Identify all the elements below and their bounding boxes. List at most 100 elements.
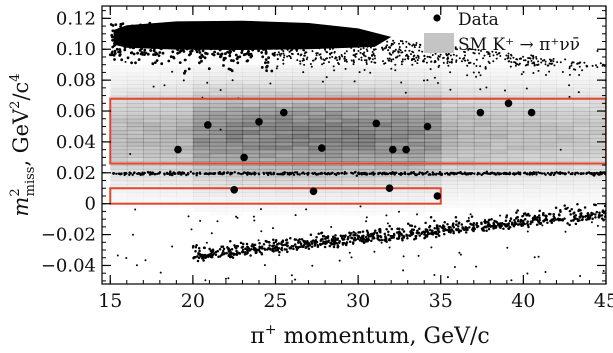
background-event-point [469,48,472,51]
sm-density-cell [457,83,475,89]
background-event-point [144,51,148,55]
background-event-point [119,22,123,26]
background-event-point [466,74,469,77]
sm-density-cell [176,184,194,189]
sm-density-cell [407,118,425,124]
sm-density-cell [275,87,293,93]
sm-density-cell [159,157,177,162]
k2pi-band-point [496,171,499,175]
sparse-background-point [578,74,581,76]
sm-density-cell [374,165,392,170]
lower-tail-point [493,224,496,227]
sm-density-cell [539,126,558,131]
background-event-point [265,64,269,68]
lower-tail-point [455,219,458,223]
k2pi-band-point [597,173,601,176]
sm-density-cell [473,149,491,155]
sm-density-cell [341,126,359,131]
sm-density-cell [506,141,524,147]
background-event-point [450,61,453,64]
background-event-point [407,55,410,58]
sm-density-cell [225,195,244,201]
background-event-point [371,51,374,53]
lower-tail-point [313,241,316,244]
lower-tail-point [304,245,308,249]
k2pi-band-point [182,172,185,175]
sm-density-cell [258,72,277,77]
lower-tail-point [410,224,414,228]
sm-density-cell [341,157,359,162]
sm-density-cell [242,134,260,139]
sm-density-cell [209,176,227,182]
k2pi-band-point [371,171,374,174]
sm-density-cell [242,192,260,197]
background-event-point [488,62,491,65]
background-event-point [326,51,329,54]
lower-tail-point [255,251,258,254]
k2pi-band-point [538,171,542,175]
lower-tail-point [464,231,468,234]
background-event-point [510,61,513,64]
lower-tail-point [348,240,352,244]
sm-density-cell [391,130,409,135]
lower-tail-point [480,227,484,231]
lower-tail-point [570,208,573,211]
background-event-point [235,57,239,61]
sm-density-cell [424,195,442,201]
lower-tail-point [260,253,264,256]
background-event-point [277,51,280,54]
sm-density-cell [275,134,293,139]
sm-density-cell [556,103,574,108]
lower-tail-point [196,255,199,258]
background-event-point [129,51,133,55]
lower-tail-point [496,222,500,226]
background-event-point [482,57,485,60]
sm-density-cell [242,145,260,151]
sm-density-cell [572,180,591,185]
sm-density-cell [539,176,558,182]
sm-density-cell [292,68,310,74]
sm-density-cell [457,176,475,182]
sm-density-cell [523,72,540,76]
background-event-point [118,48,122,51]
sm-density-cell [523,184,541,189]
sm-density-cell [192,149,211,155]
sm-density-cell [176,83,194,89]
sm-density-cell [276,208,293,212]
y-tick-label: 0.10 [56,39,96,60]
background-event-point [299,60,302,63]
x-tick-label: 25 [263,290,287,312]
background-event-point [358,58,360,61]
lower-tail-point [353,239,356,242]
background-event-point [405,46,408,48]
background-event-point [123,48,127,52]
background-event-point [302,71,305,74]
background-event-point [390,53,393,56]
background-event-point [515,62,517,65]
lower-tail-point [324,237,327,241]
sm-density-cell [572,122,591,128]
sm-density-cell [457,99,475,104]
background-event-point [146,52,150,56]
sm-density-cell [225,165,244,170]
lower-tail-point [452,226,456,229]
sm-density-cell [540,72,557,76]
background-event-point [303,52,306,55]
k2pi-band-point [250,172,254,175]
k2pi-band-point [537,171,540,174]
lower-tail-point [413,225,417,228]
sm-density-cell [556,180,574,185]
sm-density-cell [308,99,326,104]
sm-density-cell [308,122,326,128]
lower-tail-point [547,212,551,216]
lower-tail-point [328,244,332,248]
data-points [174,99,536,200]
sm-density-cell [539,114,558,120]
background-event-point [282,50,285,53]
sm-density-cell [308,168,326,174]
y-axis-title-base: m [9,197,33,217]
background-event-point [372,48,375,51]
sm-density-cell [391,145,409,151]
sm-density-cell [440,130,458,135]
sm-density-cell [308,138,326,143]
